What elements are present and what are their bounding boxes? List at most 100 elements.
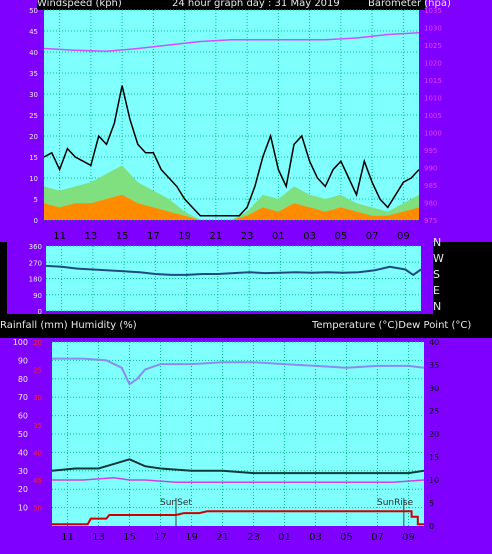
wind-y-tick-label: 35 [29,70,38,78]
wind-x-tick-label: 19 [178,231,191,242]
wind-x-tick-label: 09 [397,231,410,242]
barometer-axis-title: Barometer (hpa) [368,0,451,9]
rainfall-tick-label: 35 [33,422,42,430]
barometer-tick-label: 1025 [424,42,442,50]
direction-chart: 0 90 180 270 360 [0,242,492,314]
temp-x-tick-label: 03 [309,532,322,543]
dir-y-tick-label: 360 [29,243,42,251]
barometer-tick-label: 1015 [424,77,442,85]
rain-humidity-axis-title: Rainfall (mm) Humidity (%) [0,320,137,331]
sunrise-marker-label: SunRise [377,498,414,508]
wind-axis-title: Windspeed (kph) [37,0,122,9]
temp-x-tick-label: 17 [154,532,167,543]
temp-tick-label: 25 [429,407,439,416]
humidity-tick-label: 20 [18,485,28,494]
temp-x-tick-label: 09 [402,532,415,543]
wind-x-tick-label: 03 [303,231,316,242]
barometer-tick-label: 980 [424,200,437,208]
wind-y-tick-label: 45 [29,28,38,36]
barometer-tick-label: 975 [424,217,437,225]
dir-y-tick-label: 180 [29,276,42,284]
humidity-tick-label: 90 [18,356,28,365]
rainfall-tick-label: 40 [33,449,42,457]
barometer-tick-label: 1030 [424,25,442,33]
wind-y-tick-label: 30 [29,91,38,99]
temp-x-tick-label: 11 [61,532,74,543]
wind-y-tick-label: 15 [29,154,38,162]
dir-y-tick-label: 270 [29,259,42,267]
wind-y-tick-label: 20 [29,133,38,141]
humidity-tick-label: 40 [18,448,28,457]
humidity-tick-label: 30 [18,467,28,476]
dir-y-tick-label: 0 [38,308,42,314]
barometer-tick-label: 1000 [424,130,442,138]
temp-x-tick-label: 01 [278,532,291,543]
wind-x-tick-label: 17 [147,231,160,242]
barometer-tick-label: 995 [424,147,437,155]
temp-tick-label: 10 [429,476,439,485]
temp-x-tick-label: 23 [247,532,260,543]
direction-line [45,264,422,277]
temp-x-tick-label: 05 [340,532,353,543]
temp-x-tick-label: 19 [185,532,198,543]
dir-label-s: S [433,268,440,281]
wind-y-tick-label: 10 [29,175,38,183]
dir-label-w: W [433,252,444,265]
barometer-tick-label: 985 [424,182,437,190]
sunset-marker-label: SunSet [160,498,192,508]
rainfall-line [52,510,424,526]
page-title: 24 hour graph day : 31 May 2019 [172,0,340,9]
wind-x-tick-label: 07 [366,231,379,242]
temp-tick-label: 0 [429,522,434,531]
temperature-line [51,458,425,475]
humidity-tick-label: 50 [18,430,28,439]
temp-tick-label: 40 [429,338,439,347]
wind-gust-line [43,85,420,217]
wind-x-tick-label: 01 [272,231,285,242]
temp-tick-label: 5 [429,499,434,508]
wind-y-tick-label: 5 [34,196,38,204]
wind-y-tick-label: 50 [29,7,38,15]
rainfall-tick-label: 30 [33,394,42,402]
barometer-tick-label: 1020 [424,60,442,68]
temp-tick-label: 35 [429,361,439,370]
temp-x-tick-label: 21 [216,532,229,543]
wind-x-tick-label: 21 [210,231,223,242]
barometer-tick-label: 1035 [424,7,442,15]
wind-y-tick-label: 40 [29,49,38,57]
rainfall-tick-label: 45 [33,477,42,485]
wind-x-tick-label: 23 [241,231,254,242]
wind-y-tick-label: 25 [29,112,38,120]
temp-x-tick-label: 13 [92,532,105,543]
dewpoint-line [52,476,425,484]
humidity-tick-label: 70 [18,393,28,402]
rainfall-tick-label: 20 [33,339,42,347]
temp-tick-label: 30 [429,384,439,393]
wind-x-tick-label: 05 [335,231,348,242]
humidity-line [52,357,425,386]
humidity-tick-label: 10 [18,504,28,513]
temp-dew-axis-title: Temperature (°C)Dew Point (°C) [312,320,472,331]
barometer-tick-label: 1010 [424,95,442,103]
temp-tick-label: 15 [429,453,439,462]
humidity-tick-label: 80 [18,375,28,384]
dir-y-tick-label: 90 [33,292,42,300]
dir-label-e: E [433,284,440,297]
barometer-tick-label: 1005 [424,112,442,120]
rainfall-tick-label: 50 [33,505,42,513]
wind-x-tick-label: 13 [85,231,98,242]
wind-y-tick-label: 0 [34,217,38,225]
wind-x-tick-label: 11 [53,231,66,242]
barometer-tick-label: 990 [424,165,437,173]
temp-panel: 10 20 30 40 50 60 70 80 90 100 20 25 30 35 40 45 50 0 5 10 1… [0,318,492,554]
rainfall-tick-label: 25 [33,367,42,375]
temp-x-tick-label: 15 [123,532,136,543]
humidity-tick-label: 100 [13,338,28,347]
temp-x-tick-label: 07 [371,532,384,543]
wind-panel: 0 5 10 15 20 25 30 35 40 45 50 11 13 15 17 19 21 23 01 03 05… [0,0,492,242]
temp-tick-label: 20 [429,430,439,439]
dir-label-n1: N [433,236,442,249]
wind-speed-area [44,194,419,220]
